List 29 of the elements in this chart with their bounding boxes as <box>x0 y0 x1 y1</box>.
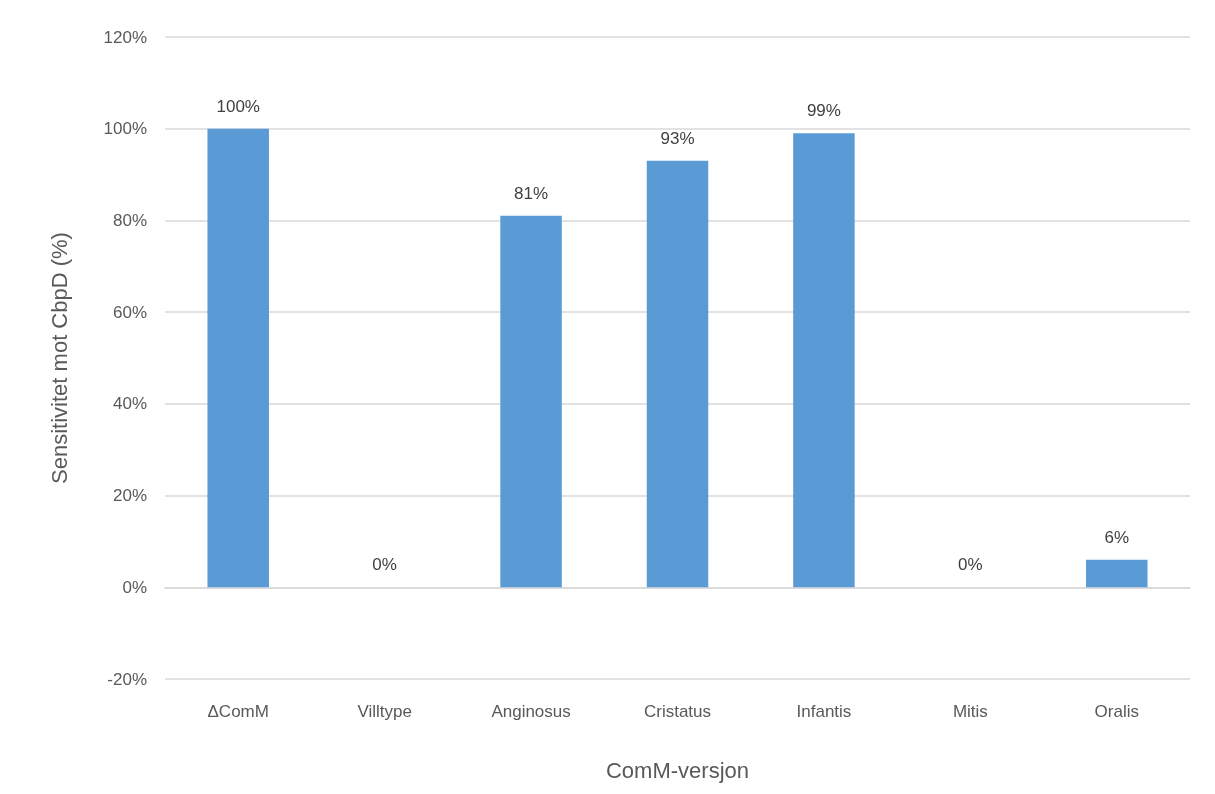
data-label: 81% <box>514 183 549 203</box>
x-tick-label: Oralis <box>1094 702 1139 721</box>
bar <box>793 133 855 588</box>
x-tick-label: ΔComM <box>207 702 269 721</box>
bar <box>1086 559 1148 588</box>
y-tick-label: 80% <box>112 210 147 230</box>
y-tick-label: -20% <box>107 669 147 689</box>
bar <box>500 215 562 588</box>
data-label: 0% <box>958 555 983 575</box>
y-tick-label: 40% <box>112 394 147 414</box>
x-tick-label: Villtype <box>357 702 412 721</box>
data-label: 99% <box>806 101 841 121</box>
y-tick-label: 0% <box>122 577 147 597</box>
bar <box>207 128 269 588</box>
x-tick-label: Mitis <box>952 702 988 721</box>
x-axis-title: ComM-versjon <box>605 757 750 783</box>
y-axis-title: Sensitivitet mot CbpD (%) <box>46 232 72 484</box>
data-label: 6% <box>1104 527 1130 547</box>
y-tick-label: 20% <box>112 486 147 506</box>
data-label: 93% <box>660 128 695 148</box>
x-tick-label: Infantis <box>796 702 852 721</box>
y-tick-label: 60% <box>112 302 147 322</box>
x-tick-label: Cristatus <box>643 702 712 721</box>
x-tick-label: Anginosus <box>491 702 571 721</box>
y-tick-label: 100% <box>103 119 147 139</box>
bar <box>646 160 709 588</box>
data-label: 100% <box>216 96 260 116</box>
y-tick-label: 120% <box>103 27 147 47</box>
data-label: 0% <box>372 555 397 575</box>
